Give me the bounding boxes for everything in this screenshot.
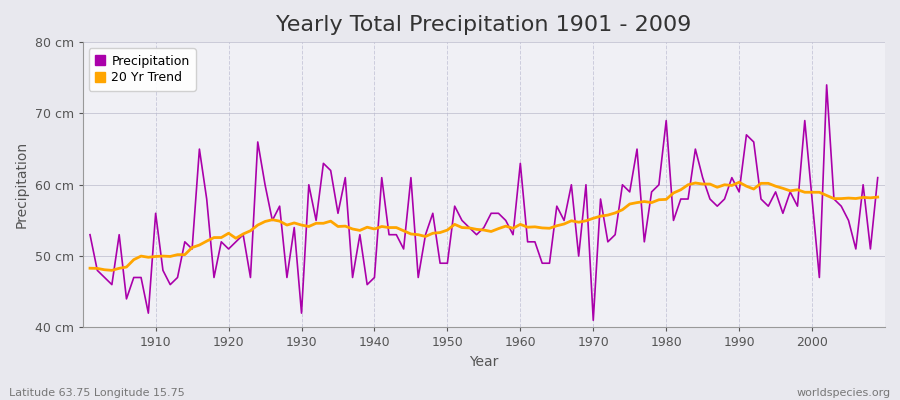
20 Yr Trend: [515, 222, 526, 227]
Precipitation: [508, 232, 518, 237]
20 Yr Trend: [85, 266, 95, 271]
Precipitation: [609, 232, 620, 237]
X-axis label: Year: Year: [469, 355, 499, 369]
Text: worldspecies.org: worldspecies.org: [796, 388, 891, 398]
20 Yr Trend: [872, 195, 883, 200]
20 Yr Trend: [522, 225, 533, 230]
Title: Yearly Total Precipitation 1901 - 2009: Yearly Total Precipitation 1901 - 2009: [276, 15, 691, 35]
20 Yr Trend: [609, 210, 620, 215]
Precipitation: [515, 161, 526, 166]
20 Yr Trend: [150, 254, 161, 259]
20 Yr Trend: [106, 268, 117, 273]
Precipitation: [872, 175, 883, 180]
Precipitation: [822, 82, 832, 87]
Line: 20 Yr Trend: 20 Yr Trend: [90, 182, 878, 270]
20 Yr Trend: [355, 228, 365, 233]
20 Yr Trend: [310, 221, 321, 226]
Precipitation: [85, 232, 95, 237]
Precipitation: [347, 275, 358, 280]
Precipitation: [588, 318, 598, 323]
20 Yr Trend: [734, 180, 744, 185]
Precipitation: [143, 311, 154, 316]
Line: Precipitation: Precipitation: [90, 85, 878, 320]
Precipitation: [303, 182, 314, 187]
Y-axis label: Precipitation: Precipitation: [15, 141, 29, 228]
Text: Latitude 63.75 Longitude 15.75: Latitude 63.75 Longitude 15.75: [9, 388, 184, 398]
Legend: Precipitation, 20 Yr Trend: Precipitation, 20 Yr Trend: [89, 48, 196, 91]
